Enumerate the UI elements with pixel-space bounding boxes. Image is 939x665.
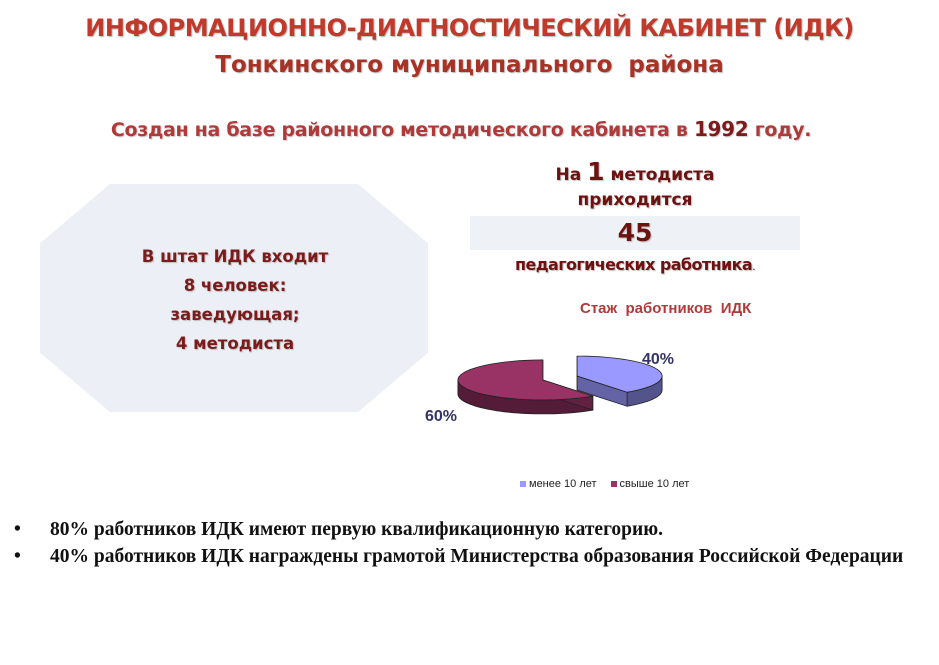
list-item: • 40% работников ИДК награждены грамотой… [14, 543, 914, 570]
pie-slice-top [457, 359, 593, 401]
legend-item-over-10: свыше 10 лет [610, 478, 690, 490]
pie-slice-top [576, 355, 663, 393]
experience-pie-chart: 40% 60% [425, 351, 674, 425]
ratio-line-1: На 1 методиста [470, 156, 800, 188]
ratio-one: 1 [587, 157, 605, 186]
staff-text: В штат ИДК входит 8 человек: заведующая;… [60, 242, 410, 358]
bullet-text: 40% работников ИДК награждены грамотой М… [50, 546, 904, 567]
legend-swatch-over-10 [610, 481, 617, 487]
ratio-na: На [555, 165, 588, 185]
bullet-text: 80% работников ИДК имеют первую квалифик… [50, 519, 664, 540]
legend-swatch-under-10 [520, 481, 526, 487]
pie-slice-over-10 [457, 359, 594, 415]
ratio-methodist: методиста [604, 165, 715, 185]
staff-panel [40, 184, 428, 412]
page-title: ИНФОРМАЦИОННО-ДИАГНОСТИЧЕСКИЙ КАБИНЕТ (И… [85, 14, 854, 42]
staff-line-2: 8 человек: [183, 276, 287, 295]
legend-label-over-10: свыше 10 лет [619, 478, 690, 490]
ratio-period: . [752, 260, 755, 273]
list-item: • 80% работников ИДК имеют первую квалиф… [14, 516, 914, 543]
ratio-line-4: педагогических работника. [470, 250, 800, 280]
staff-line-4: 4 методиста [175, 334, 295, 353]
founded-statement: Создан на базе районного методического к… [0, 117, 922, 141]
pie-slice-under-10 [576, 355, 663, 407]
bullet-marker: • [14, 519, 21, 540]
founded-suffix: году. [748, 119, 812, 141]
legend-label-under-10: менее 10 лет [529, 478, 597, 490]
bullet-marker: • [14, 546, 21, 567]
chart-title: Стаж работников ИДК [580, 300, 752, 317]
page-subtitle: Тонкинского муниципального района [215, 52, 724, 78]
pie-label-over-10: 60% [425, 408, 457, 425]
chart-legend: менее 10 лет свыше 10 лет [520, 478, 689, 490]
ratio-block: На 1 методиста приходится 45 педагогичес… [470, 156, 800, 280]
founded-year: 1992 [693, 117, 749, 141]
ratio-falls: приходится [577, 190, 693, 210]
facts-list: • 80% работников ИДК имеют первую квалиф… [14, 516, 914, 570]
ratio-number: 45 [470, 216, 800, 250]
founded-prefix: Создан на базе районного методического к… [110, 119, 694, 141]
ratio-teachers: педагогических работника [515, 255, 753, 274]
pie-label-under-10: 40% [642, 351, 674, 368]
legend-item-under-10: менее 10 лет [520, 478, 597, 490]
staff-line-3: заведующая; [170, 305, 300, 324]
staff-line-1: В штат ИДК входит [141, 247, 329, 266]
